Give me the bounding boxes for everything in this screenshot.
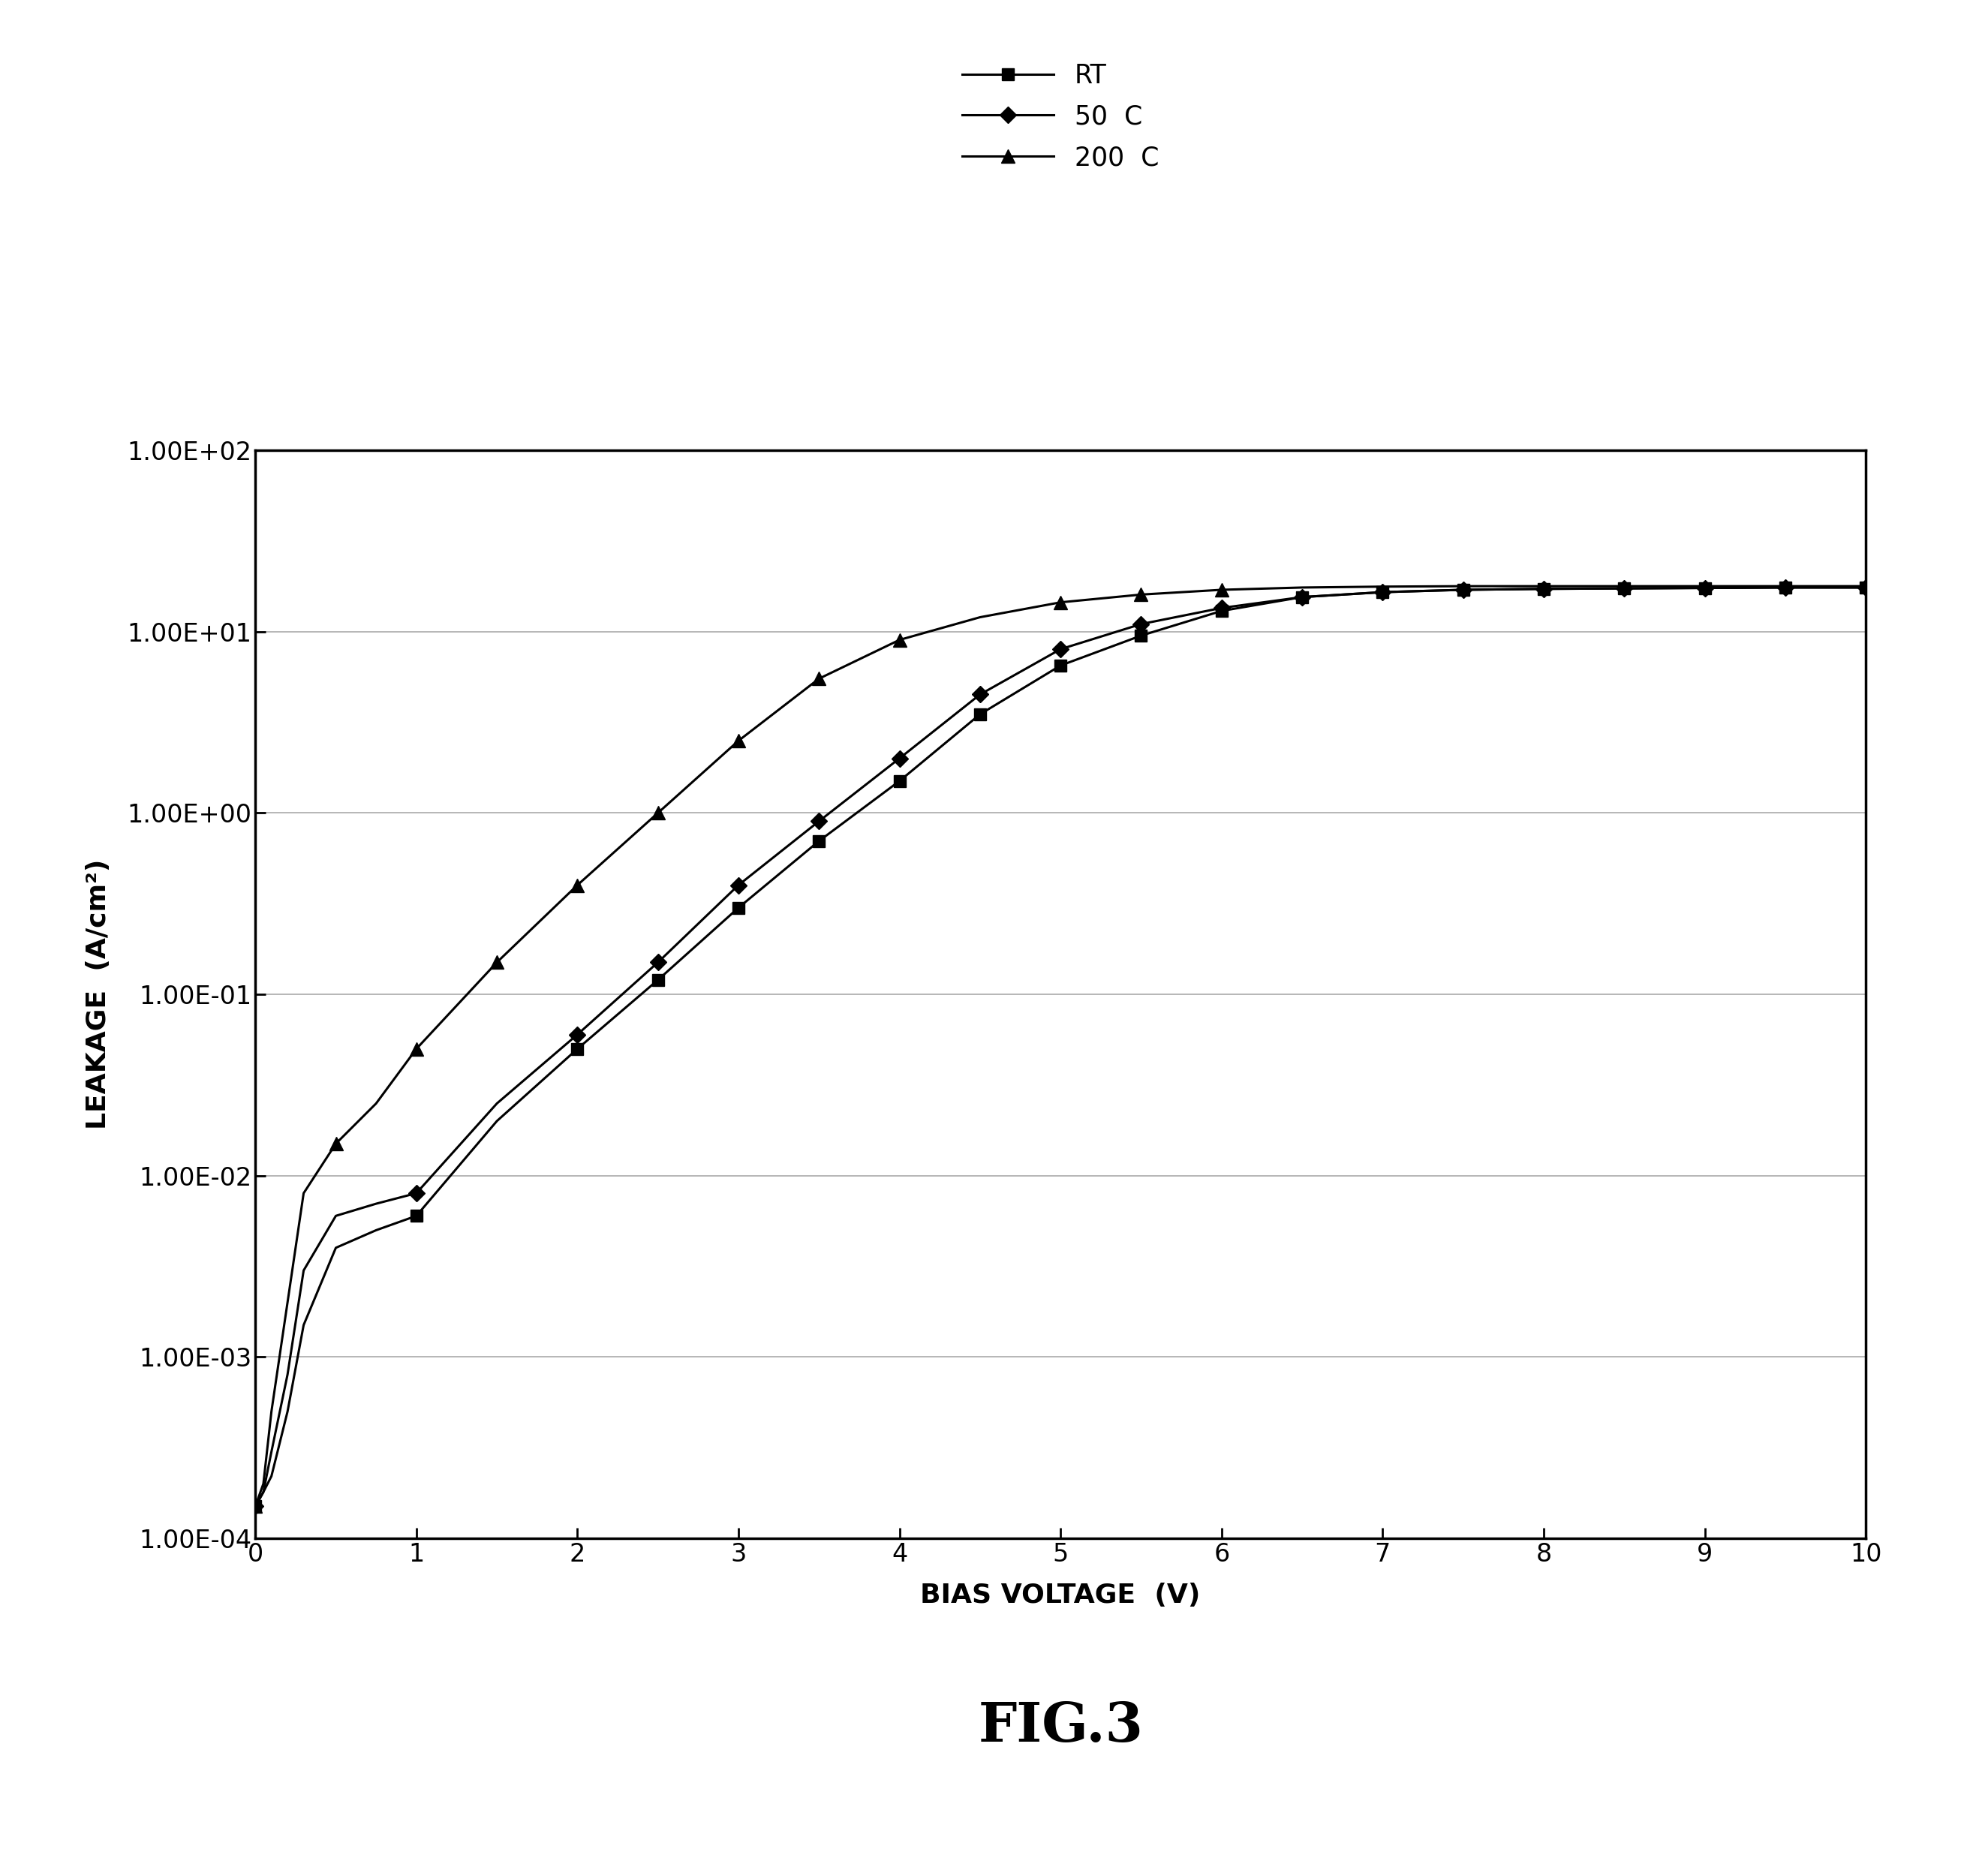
Y-axis label: LEAKAGE  (A/cm²): LEAKAGE (A/cm²): [86, 859, 112, 1129]
Text: FIG.3: FIG.3: [978, 1700, 1143, 1752]
X-axis label: BIAS VOLTAGE  (V): BIAS VOLTAGE (V): [921, 1581, 1200, 1608]
Legend: RT, 50  C, 200  C: RT, 50 C, 200 C: [949, 51, 1173, 184]
